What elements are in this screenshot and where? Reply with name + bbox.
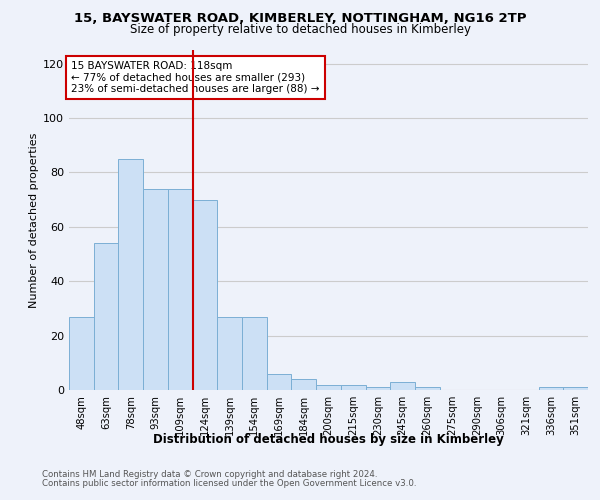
- Bar: [242, 316, 267, 390]
- Bar: [143, 188, 168, 390]
- Text: 15, BAYSWATER ROAD, KIMBERLEY, NOTTINGHAM, NG16 2TP: 15, BAYSWATER ROAD, KIMBERLEY, NOTTINGHA…: [74, 12, 526, 26]
- Bar: [168, 188, 193, 390]
- Bar: [365, 388, 390, 390]
- Bar: [267, 374, 292, 390]
- Text: Size of property relative to detached houses in Kimberley: Size of property relative to detached ho…: [130, 22, 470, 36]
- Bar: [118, 159, 143, 390]
- Y-axis label: Number of detached properties: Number of detached properties: [29, 132, 39, 308]
- Bar: [94, 243, 118, 390]
- Text: 15 BAYSWATER ROAD: 118sqm
← 77% of detached houses are smaller (293)
23% of semi: 15 BAYSWATER ROAD: 118sqm ← 77% of detac…: [71, 61, 320, 94]
- Text: Contains public sector information licensed under the Open Government Licence v3: Contains public sector information licen…: [42, 479, 416, 488]
- Bar: [390, 382, 415, 390]
- Text: Contains HM Land Registry data © Crown copyright and database right 2024.: Contains HM Land Registry data © Crown c…: [42, 470, 377, 479]
- Text: Distribution of detached houses by size in Kimberley: Distribution of detached houses by size …: [154, 432, 504, 446]
- Bar: [563, 388, 588, 390]
- Bar: [316, 384, 341, 390]
- Bar: [341, 384, 365, 390]
- Bar: [539, 388, 563, 390]
- Bar: [217, 316, 242, 390]
- Bar: [193, 200, 217, 390]
- Bar: [292, 379, 316, 390]
- Bar: [69, 316, 94, 390]
- Bar: [415, 388, 440, 390]
